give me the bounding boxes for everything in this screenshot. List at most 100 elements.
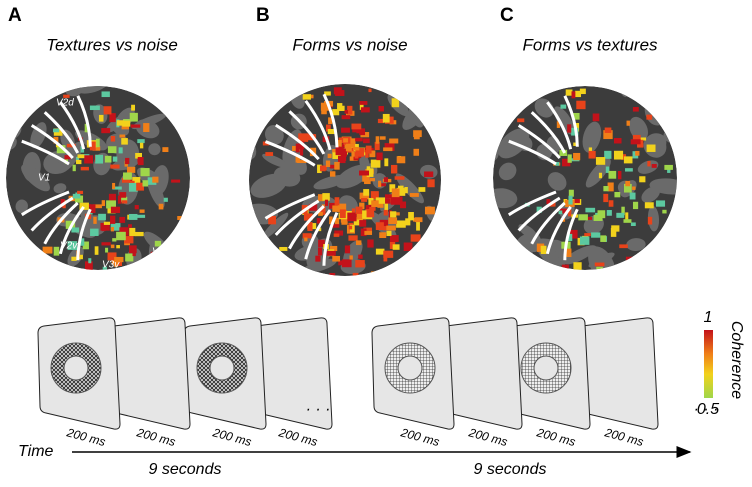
activation-patch — [359, 171, 369, 176]
activation-patch — [384, 177, 388, 182]
activation-patch — [418, 187, 425, 192]
activation-patch — [101, 128, 110, 133]
activation-patch — [595, 263, 605, 267]
activation-patch — [376, 136, 380, 143]
activation-patch — [343, 138, 348, 142]
activation-patch — [329, 273, 335, 277]
sulcus — [448, 155, 484, 191]
frame-duration: 200 ms — [534, 425, 577, 449]
activation-patch — [388, 217, 397, 224]
activation-patch — [376, 152, 382, 160]
activation-patch — [121, 200, 127, 203]
frame-panel — [108, 318, 190, 429]
activation-patch — [326, 161, 330, 167]
activation-patch — [110, 165, 119, 169]
colorbar — [704, 330, 713, 398]
activation-patch — [110, 216, 115, 224]
activation-patch — [111, 207, 120, 213]
activation-patch — [73, 194, 80, 199]
activation-patch — [355, 138, 363, 142]
activation-patch — [348, 235, 357, 240]
activation-patch — [361, 198, 367, 202]
activation-patch — [383, 114, 390, 123]
activation-patch — [84, 155, 93, 163]
activation-patch — [104, 222, 110, 225]
activation-patch — [580, 236, 589, 244]
sulcus — [246, 92, 267, 116]
activation-patch — [98, 214, 106, 220]
activation-patch — [396, 220, 406, 227]
activation-patch — [569, 190, 574, 197]
frame-duration: 200 ms — [398, 425, 441, 449]
activation-patch — [111, 227, 114, 231]
activation-patch — [327, 251, 336, 256]
activation-patch — [397, 156, 406, 163]
activation-patch — [614, 192, 620, 197]
frame-duration: 200 ms — [466, 425, 509, 449]
activation-patch — [111, 136, 115, 142]
activation-patch — [379, 106, 384, 111]
activation-patch — [152, 177, 158, 183]
frame-duration: 200 ms — [210, 425, 253, 449]
activation-patch — [647, 161, 650, 167]
activation-patch — [347, 213, 356, 222]
frame: 200 ms — [372, 318, 454, 449]
activation-patch — [304, 213, 307, 221]
panel-letter: A — [8, 5, 22, 26]
activation-patch — [321, 110, 327, 114]
activation-patch — [359, 220, 366, 227]
sulcus — [626, 78, 642, 96]
activation-patch — [131, 105, 135, 111]
activation-patch — [332, 149, 336, 153]
activation-patch — [155, 241, 161, 247]
activation-patch — [129, 214, 137, 220]
activation-patch — [389, 139, 398, 144]
activation-patch — [361, 107, 370, 112]
activation-patch — [415, 217, 423, 222]
activation-patch — [598, 210, 606, 218]
activation-patch — [416, 222, 420, 231]
activation-patch — [140, 168, 149, 176]
activation-patch — [573, 262, 581, 271]
activation-patch — [116, 245, 120, 248]
activation-patch — [143, 180, 149, 186]
activation-patch — [99, 115, 104, 122]
activation-patch — [93, 217, 96, 224]
activation-patch — [631, 222, 636, 226]
activation-patch — [109, 113, 115, 122]
activation-patch — [349, 226, 352, 230]
activation-patch — [78, 154, 85, 158]
panel-title: Forms vs noise — [292, 35, 407, 54]
activation-patch — [159, 204, 164, 210]
activation-patch — [102, 200, 105, 206]
activation-patch — [425, 207, 435, 215]
activation-patch — [378, 181, 381, 187]
activation-patch — [334, 162, 339, 170]
activation-patch — [90, 229, 99, 236]
activation-patch — [363, 189, 369, 196]
activation-patch — [413, 149, 419, 156]
activation-patch — [391, 165, 397, 174]
activation-patch — [81, 167, 89, 171]
activation-patch — [619, 244, 628, 248]
sulcus — [12, 244, 41, 287]
activation-patch — [300, 147, 303, 156]
activation-patch — [125, 158, 129, 164]
activation-patch — [411, 234, 421, 241]
activation-patch — [320, 166, 326, 172]
activation-patch — [614, 138, 622, 143]
activation-patch — [355, 260, 365, 267]
activation-patch — [596, 267, 603, 271]
activation-patch — [359, 128, 365, 135]
activation-patch — [54, 247, 60, 256]
frame: 200 ms — [184, 318, 266, 449]
panel-title: Textures vs noise — [46, 35, 178, 54]
activation-patch — [356, 207, 363, 214]
activation-patch — [336, 147, 344, 155]
activation-patch — [573, 153, 580, 160]
activation-patch — [95, 155, 103, 164]
activation-patch — [367, 239, 373, 247]
activation-patch — [140, 143, 143, 149]
activation-patch — [71, 227, 79, 232]
activation-patch — [370, 178, 375, 181]
